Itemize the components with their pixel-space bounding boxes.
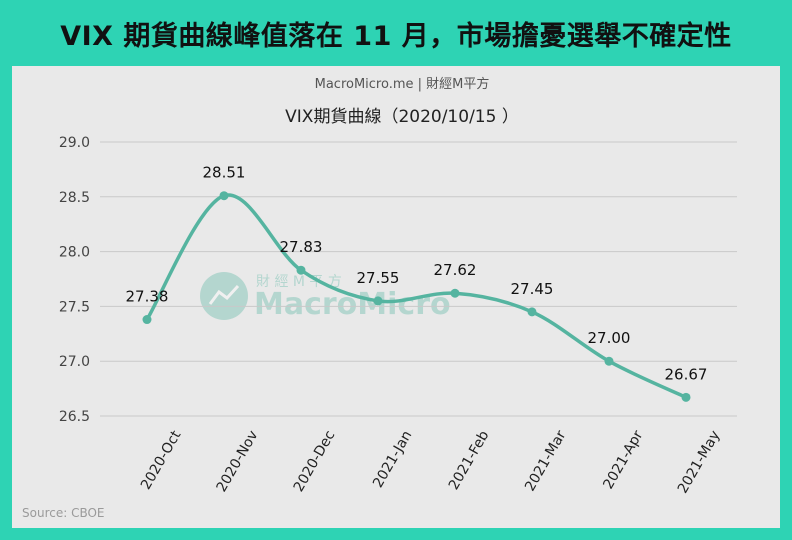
- brand-line: MacroMicro.me | 財經M平方: [315, 76, 490, 92]
- data-point-2020-Oct: [142, 315, 152, 325]
- data-labels: 27.38 28.51 27.83 27.55 27.62 27.45 27.00 26.67: [126, 164, 708, 384]
- source-note: Source: CBOE: [22, 506, 105, 520]
- watermark: 財 經 M 平 方 MacroMicro: [200, 272, 451, 322]
- data-point-2021-Jan: [373, 296, 383, 306]
- data-point-2021-Apr: [604, 356, 614, 366]
- x-tick-label: 2020-Oct: [138, 428, 185, 493]
- data-point-2021-May: [681, 392, 691, 402]
- watermark-cn: 財 經 M 平 方: [256, 274, 342, 290]
- x-tick-label: 2021-Jan: [370, 428, 415, 491]
- data-label-2020-Oct: 27.38: [126, 288, 169, 306]
- chart-card: MacroMicro.me | 財經M平方 VIX期貨曲線（2020/10/15…: [12, 66, 780, 528]
- gridlines: [100, 141, 737, 417]
- y-tick-label: 29.0: [59, 135, 90, 151]
- watermark-logo-line-icon: [208, 284, 240, 305]
- data-label-2020-Nov: 28.51: [203, 164, 246, 182]
- x-tick-label: 2021-Apr: [600, 428, 646, 492]
- x-axis: 2020-Oct 2020-Nov 2020-Dec 2021-Jan 2021-Feb…: [138, 428, 723, 497]
- y-tick-label: 27.0: [59, 354, 90, 370]
- data-points: [142, 191, 691, 402]
- headline: VIX 期貨曲線峰值落在 11 月，市場擔憂選舉不確定性: [60, 20, 732, 52]
- data-point-2020-Nov: [219, 191, 229, 201]
- chart-title: VIX期貨曲線（2020/10/15 ）: [285, 107, 519, 127]
- y-axis: 29.0 28.5 28.0 27.5 27.0 26.5: [59, 135, 90, 425]
- x-tick-label: 2020-Nov: [214, 428, 262, 495]
- data-label-2021-Mar: 27.45: [511, 280, 554, 298]
- data-label-2021-Apr: 27.00: [588, 329, 631, 347]
- data-label-2020-Dec: 27.83: [280, 238, 323, 256]
- x-tick-label: 2021-Feb: [446, 428, 493, 493]
- data-point-2021-Feb: [450, 288, 460, 298]
- x-tick-label: 2021-May: [675, 428, 724, 496]
- data-point-2021-Mar: [527, 307, 537, 317]
- y-tick-label: 28.0: [59, 245, 90, 261]
- watermark-logo-icon: [200, 272, 248, 320]
- y-tick-label: 28.5: [59, 190, 90, 206]
- vix-futures-chart: MacroMicro.me | 財經M平方 VIX期貨曲線（2020/10/15…: [59, 76, 737, 497]
- data-label-2021-Jan: 27.55: [357, 269, 400, 287]
- y-tick-label: 26.5: [59, 409, 90, 425]
- data-label-2021-May: 26.67: [665, 365, 708, 383]
- watermark-en: MacroMicro: [254, 287, 451, 322]
- data-label-2021-Feb: 27.62: [434, 261, 477, 279]
- x-tick-label: 2021-Mar: [522, 428, 570, 494]
- data-point-2020-Dec: [296, 265, 306, 275]
- y-tick-label: 27.5: [59, 299, 90, 315]
- x-tick-label: 2020-Dec: [291, 428, 339, 495]
